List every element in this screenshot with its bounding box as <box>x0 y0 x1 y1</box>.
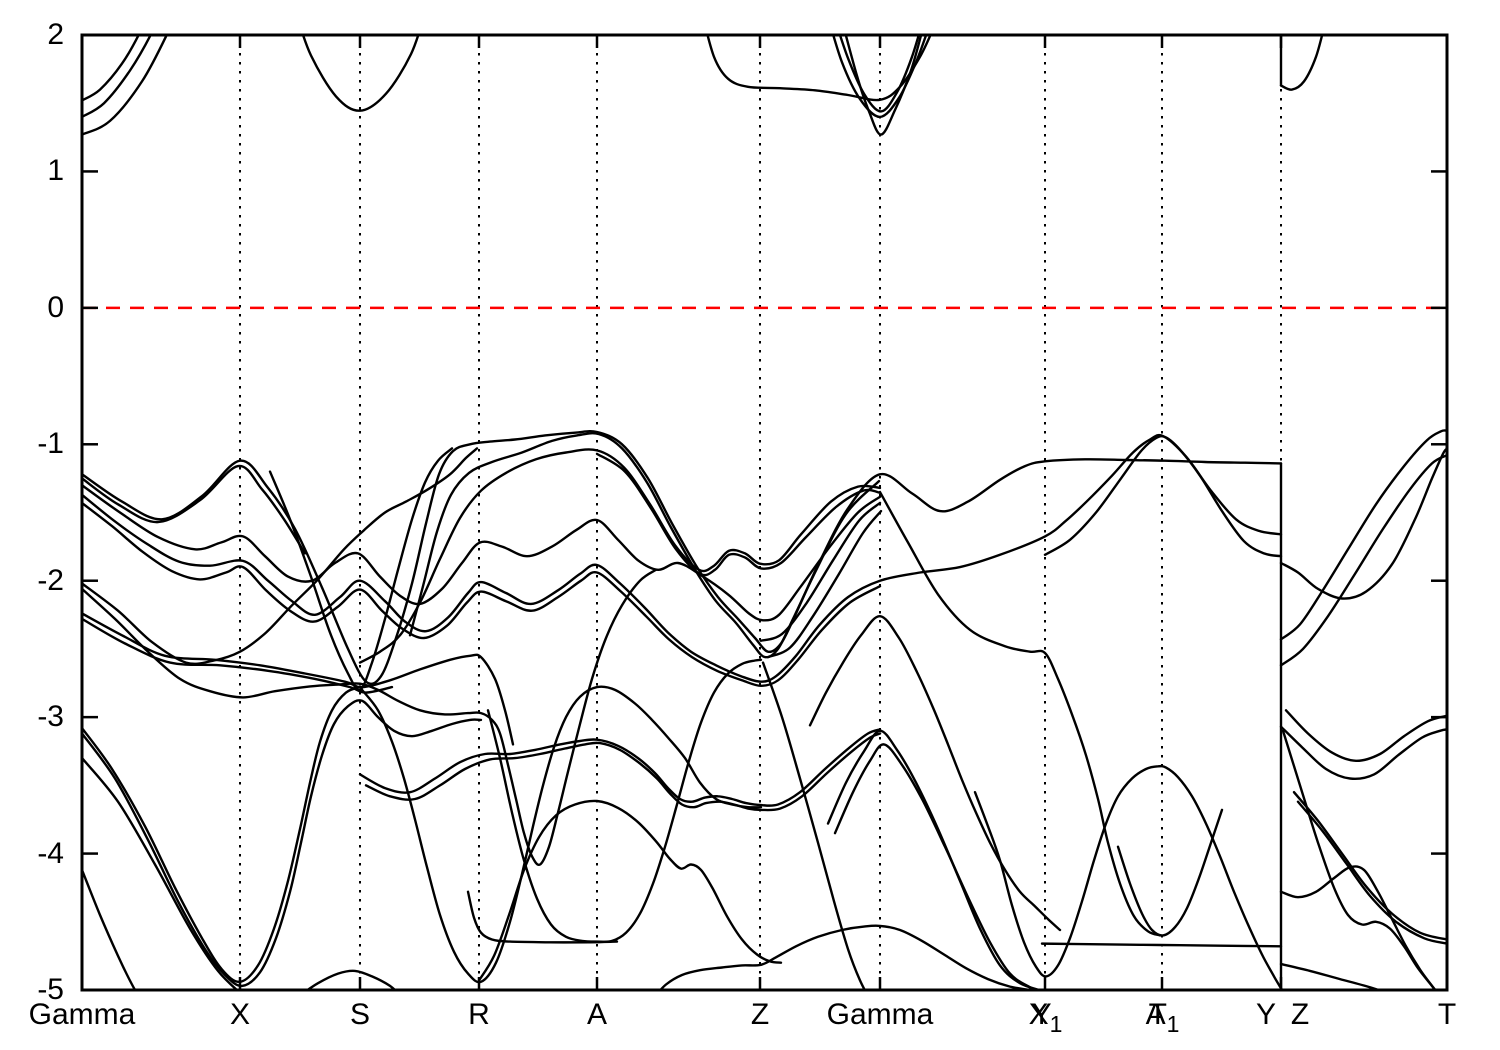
band-curve <box>1279 962 1383 990</box>
band-curve <box>1284 709 1447 763</box>
band-curve <box>477 799 783 982</box>
band-curve <box>82 756 239 990</box>
band-curve <box>878 490 1162 937</box>
band-curve <box>82 501 882 687</box>
band-curve <box>82 868 137 990</box>
kpoint-label: Z <box>1290 998 1310 1031</box>
band-curve <box>358 448 882 664</box>
kpoint-label: Y <box>1255 998 1276 1031</box>
band-curve <box>486 658 763 944</box>
band-curve <box>82 430 1283 686</box>
kpoint-label: R <box>468 998 490 1031</box>
band-curve <box>808 615 1062 932</box>
kpoint-label: Z <box>750 998 770 1031</box>
band-curve <box>1281 729 1437 990</box>
band-curve <box>1279 725 1447 780</box>
band-curve <box>1279 454 1447 667</box>
kpoint-label: A <box>586 998 607 1031</box>
band-curve <box>82 568 658 866</box>
energy-tick-label: -2 <box>37 563 64 597</box>
band-curve <box>1043 435 1283 558</box>
band-curve <box>595 452 882 577</box>
band-curve <box>82 617 394 694</box>
band-curve <box>360 685 763 984</box>
band-curve <box>1279 865 1437 990</box>
band-curve <box>833 743 1039 990</box>
kpoint-label-subscript: 1 <box>1049 1011 1063 1037</box>
band-curve <box>408 432 881 659</box>
band-curve <box>1296 800 1447 945</box>
band-curve <box>844 35 923 136</box>
band-curve <box>826 729 1044 990</box>
band-curve <box>1279 447 1447 600</box>
band-curve <box>82 35 169 136</box>
bands-group <box>82 35 1447 990</box>
energy-tick-label: 2 <box>47 18 64 51</box>
band-curve <box>759 501 882 642</box>
kpoint-label: S <box>349 998 370 1031</box>
energy-tick-label: -3 <box>37 700 64 734</box>
band-curve <box>82 699 483 988</box>
band-curve <box>82 35 140 102</box>
band-curve <box>82 433 1283 683</box>
energy-tick-label: 1 <box>47 154 64 188</box>
band-curve <box>838 35 921 113</box>
band-curve <box>305 969 397 990</box>
band-curve <box>831 35 928 119</box>
band-curve <box>1279 429 1447 641</box>
band-curve <box>1040 942 1283 948</box>
kpoint-label: Gamma <box>826 998 934 1031</box>
band-curve <box>364 732 882 812</box>
band-curve <box>1116 808 1224 937</box>
energy-tick-label: -4 <box>37 836 64 870</box>
band-curve <box>82 484 882 622</box>
kpoint-label-subscript: 1 <box>1166 1011 1180 1037</box>
kpoint-label: X <box>229 998 250 1031</box>
band-curve <box>301 35 420 112</box>
band-curve <box>358 728 882 807</box>
kpoint-label: Gamma <box>28 998 136 1031</box>
band-curve <box>82 685 362 984</box>
band-curve <box>706 35 932 102</box>
band-curve <box>466 890 619 944</box>
kpoint-label-overlay: T <box>1148 998 1167 1031</box>
energy-tick-label: -1 <box>37 427 64 461</box>
band-curve <box>82 464 307 555</box>
energy-tick-label: -5 <box>37 973 64 1006</box>
energy-tick-label: 0 <box>47 290 64 324</box>
band-curve <box>761 661 867 990</box>
band-curve <box>82 35 152 119</box>
kpoint-label-overlay: Y <box>1031 998 1052 1031</box>
band-curve <box>973 764 1284 990</box>
band-curve <box>1292 790 1447 941</box>
band-curve <box>268 447 454 692</box>
band-curve <box>766 509 883 659</box>
band-curve <box>82 612 515 746</box>
plot-frame <box>80 33 1449 992</box>
band-curve <box>1279 35 1324 91</box>
kpoint-label: T <box>1437 998 1457 1031</box>
